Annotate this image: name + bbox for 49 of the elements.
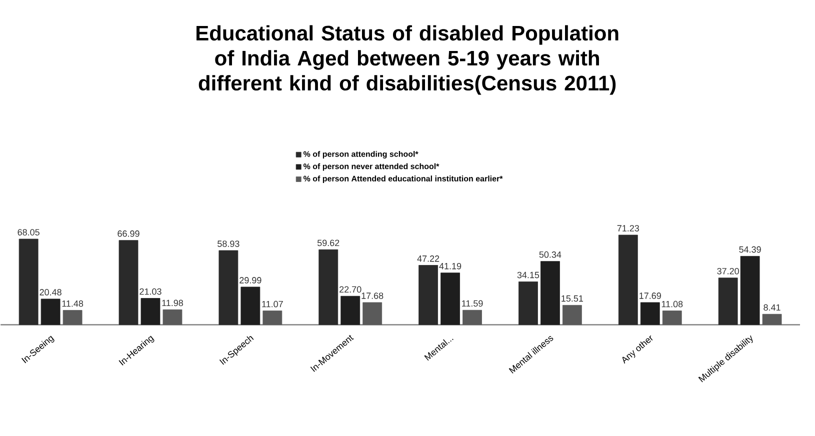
bar — [240, 286, 260, 326]
bar — [462, 310, 482, 326]
data-label: 11.59 — [462, 300, 483, 307]
data-label: 41.19 — [439, 263, 462, 270]
bar — [340, 296, 360, 326]
bar — [40, 298, 60, 326]
data-label: 71.23 — [617, 225, 639, 232]
bar — [740, 256, 760, 326]
bar — [440, 272, 460, 326]
bar — [162, 310, 182, 326]
bar — [540, 261, 560, 326]
bar — [262, 310, 282, 326]
data-label: 50.34 — [539, 252, 562, 258]
bar — [718, 278, 738, 326]
bar — [418, 265, 438, 326]
data-label: 11.98 — [162, 300, 184, 306]
data-label: 21.03 — [140, 288, 162, 295]
data-label: 11.08 — [662, 301, 683, 308]
bar — [662, 310, 682, 326]
bar — [618, 234, 638, 326]
bar — [762, 314, 782, 326]
data-label: 17.69 — [640, 292, 661, 300]
bar — [140, 298, 160, 326]
bar — [62, 310, 82, 326]
data-label: 22.70 — [340, 286, 362, 293]
data-label: 8.41 — [764, 304, 780, 311]
data-label: 11.48 — [62, 300, 84, 307]
bar — [362, 302, 382, 326]
data-label: 37.20 — [717, 268, 739, 275]
data-label: 15.51 — [562, 296, 583, 302]
bar — [518, 282, 538, 326]
bar — [18, 238, 38, 326]
data-label: 47.22 — [417, 256, 440, 262]
bar — [640, 302, 660, 326]
data-label: 17.68 — [362, 292, 384, 300]
data-label: 34.15 — [517, 272, 540, 278]
data-label: 66.99 — [118, 230, 140, 237]
data-label: 58.93 — [218, 240, 240, 248]
data-label: 68.05 — [18, 229, 40, 236]
bar — [118, 240, 138, 326]
data-label: 20.48 — [40, 289, 62, 296]
data-label: 11.07 — [262, 301, 283, 308]
bar — [318, 250, 338, 326]
bar — [218, 250, 238, 326]
bar — [562, 305, 582, 326]
data-label: 59.62 — [317, 240, 340, 246]
chart-title: Educational Status of disabled Population of India Aged between 5-19 years with different kind of disabilities(Census 2011) — [196, 25, 618, 95]
data-label: 54.39 — [739, 246, 761, 253]
data-label: 29.99 — [240, 277, 262, 284]
